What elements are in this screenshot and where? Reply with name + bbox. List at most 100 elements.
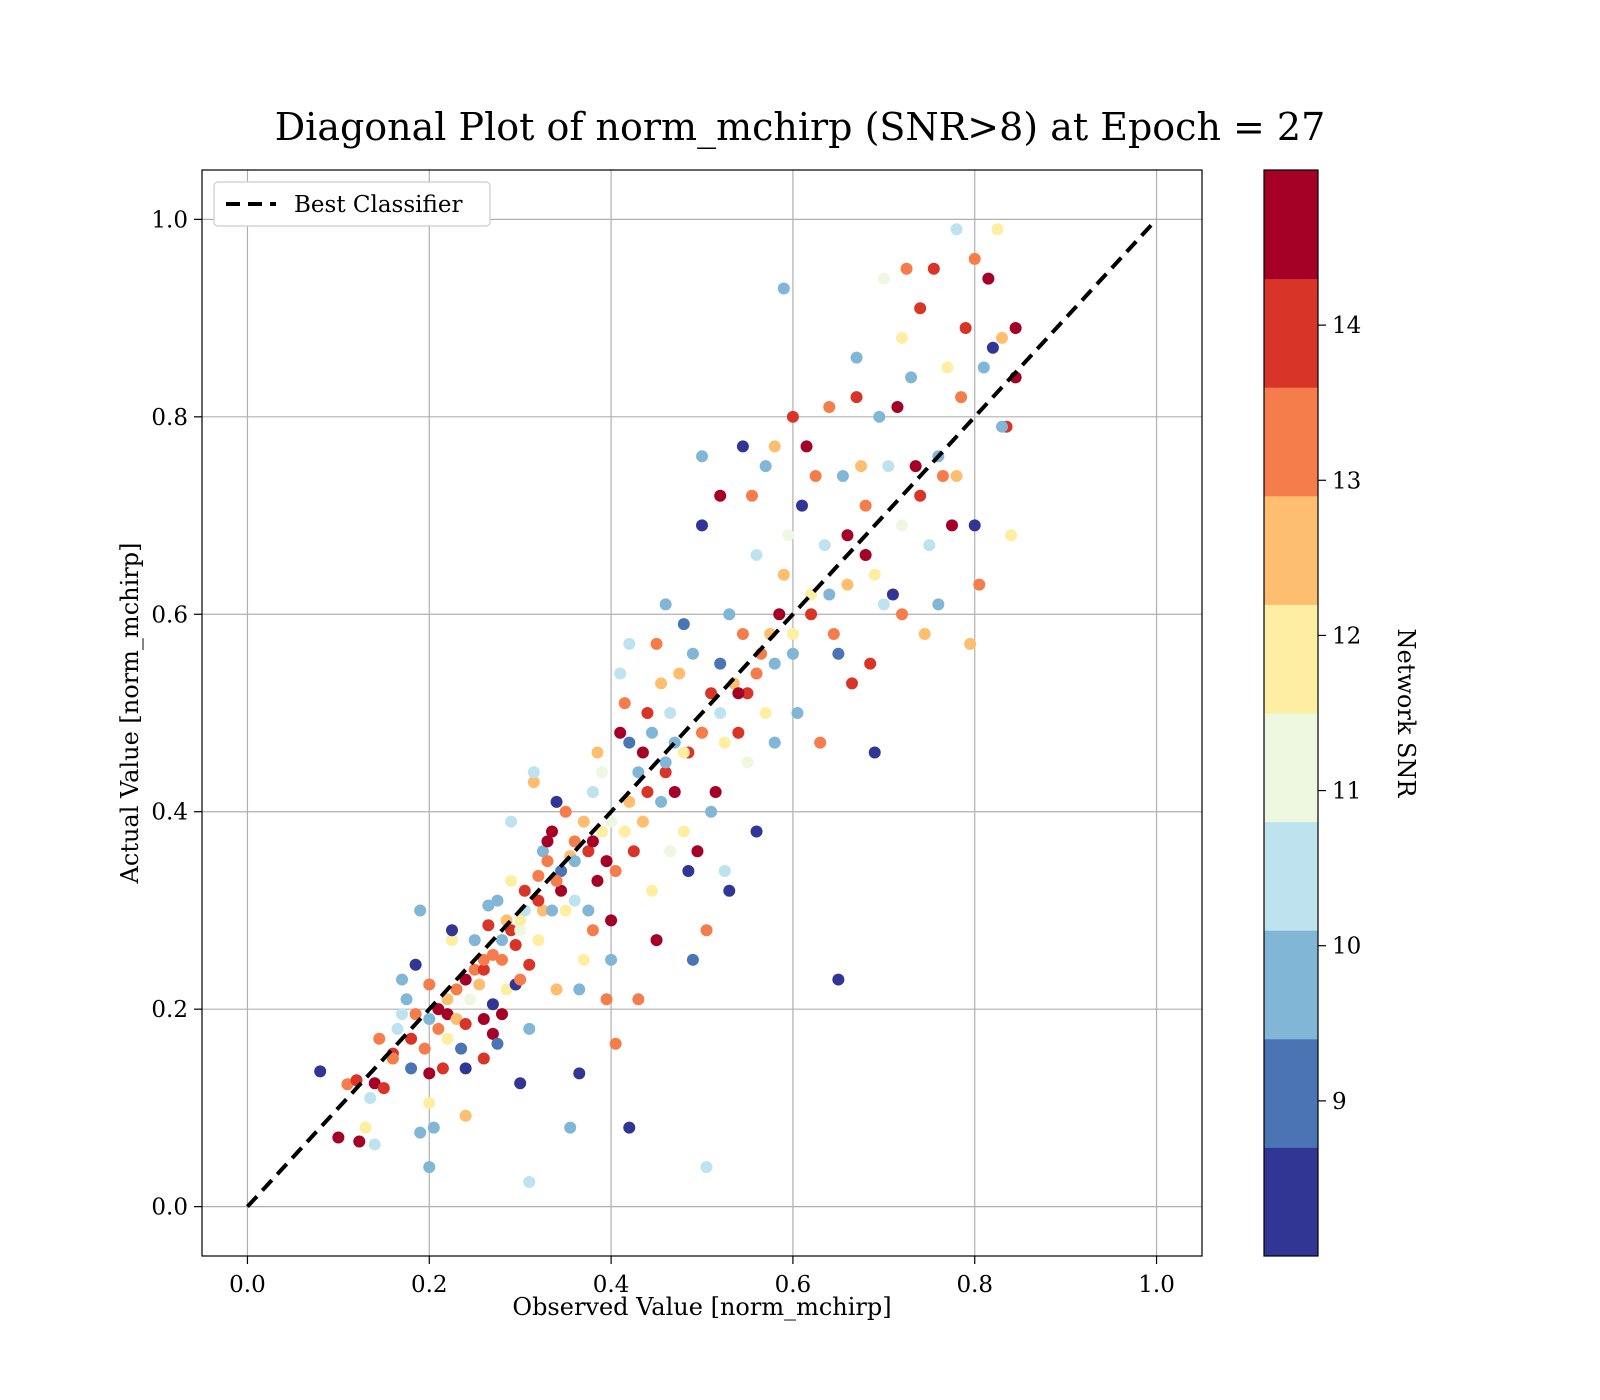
colorbar-segment [1264,1038,1318,1148]
x-axis-ticks: 0.0 0.2 0.4 0.6 0.8 1.0 [229,1256,1175,1298]
data-point [459,973,472,986]
legend-label-best-classifier: Best Classifier [294,192,462,218]
data-point [432,1003,445,1016]
colorbar-label: Network SNR [1392,629,1420,799]
data-point [1005,529,1018,542]
data-point [532,869,545,882]
data-point [659,598,672,611]
data-point [532,934,545,947]
data-point [582,845,595,858]
data-point [759,460,772,473]
data-point [846,677,858,690]
data-point [614,726,627,739]
data-point [786,628,799,641]
data-point [564,1121,577,1134]
data-point [359,1121,372,1134]
data-point [741,687,754,700]
data-point [1009,321,1022,334]
data-point [609,1037,622,1050]
data-point [886,588,899,601]
data-point [432,1022,445,1035]
data-point [836,470,849,483]
data-point [514,1077,527,1090]
data-point [941,361,954,374]
data-point [868,746,881,759]
data-point [486,948,499,961]
data-point [386,1052,399,1065]
data-point [718,864,731,877]
data-point [491,894,504,907]
x-tick-label: 0.0 [229,1272,266,1298]
data-point [650,637,663,650]
data-point [732,726,745,739]
chart-title: Diagonal Plot of norm_mchirp (SNR>8) at … [275,105,1326,150]
data-point [600,855,613,868]
data-point [732,687,745,700]
data-point [891,400,904,413]
data-point [773,608,786,621]
data-point [582,904,595,917]
data-point [882,460,895,473]
data-point [550,795,563,808]
y-axis-ticks: 0.0 0.2 0.4 0.6 0.8 1.0 [151,207,202,1221]
data-point [950,223,963,236]
data-point [477,963,490,976]
data-point [605,815,618,828]
data-point [786,647,799,660]
data-point [686,953,699,966]
data-point [596,766,608,779]
data-point [627,845,640,858]
data-point [423,1161,436,1174]
data-point [423,1096,436,1109]
data-point [591,874,604,887]
data-point [409,1008,422,1021]
data-point [868,568,881,581]
data-point [641,785,654,798]
data-point [446,934,458,947]
data-point [405,1062,418,1075]
data-point [677,825,690,838]
data-point [782,529,795,542]
colorbar-ticks: 9 10 11 12 13 14 [1318,313,1361,1115]
data-point [477,1052,490,1065]
data-point [459,1062,472,1075]
data-point [736,628,749,641]
colorbar-segment [1264,930,1318,1040]
data-point [546,825,558,838]
data-point [718,736,731,749]
data-point [809,470,822,483]
data-point [423,978,436,991]
data-point [455,1042,468,1055]
data-point [418,1042,431,1055]
data-point [577,953,590,966]
data-point [664,845,677,858]
y-tick-label: 0.8 [151,405,188,431]
data-point [332,1131,345,1144]
y-tick-label: 0.4 [151,800,188,826]
data-point [477,1013,490,1026]
data-point [723,608,736,621]
data-point [536,845,549,858]
colorbar-tick-label: 13 [1332,468,1361,494]
data-point [396,1008,408,1021]
data-point [814,736,827,749]
data-point [450,1013,463,1026]
data-point [832,973,845,986]
x-axis-label: Observed Value [norm_mchirp] [512,1293,891,1321]
data-point [986,341,999,354]
data-point [414,1126,427,1139]
y-tick-label: 0.2 [151,997,188,1023]
data-point [491,1037,504,1050]
data-point [459,1109,472,1122]
data-point [496,953,508,966]
plot-frame [201,169,1203,1257]
data-point [923,539,936,552]
data-point [855,460,868,473]
data-point [750,825,763,838]
data-point [896,331,908,344]
data-point [791,707,804,719]
data-point [677,618,690,631]
y-tick-label: 0.6 [151,602,188,628]
data-point [464,993,477,1006]
data-point [786,410,799,423]
